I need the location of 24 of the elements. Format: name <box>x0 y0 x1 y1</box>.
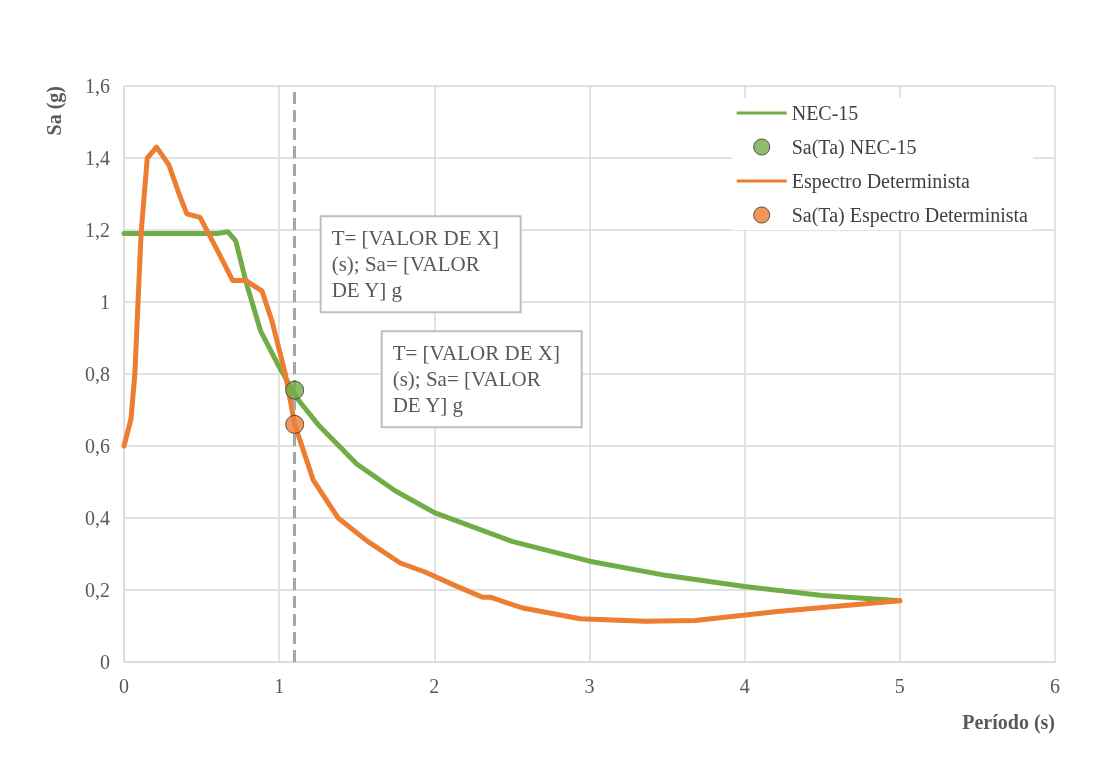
legend-label: Espectro Determinista <box>791 170 971 193</box>
y-tick-label: 0 <box>100 651 110 673</box>
y-tick-label: 0,4 <box>85 507 110 529</box>
x-tick-label: 6 <box>1050 675 1060 697</box>
legend-label: Sa(Ta) Espectro Determinista <box>791 204 1029 227</box>
y-tick-label: 1,2 <box>85 219 110 241</box>
y-tick-label: 0,6 <box>85 435 110 457</box>
x-tick-label: 3 <box>584 675 595 697</box>
y-tick-label: 0,2 <box>85 579 110 601</box>
legend-label: Sa(Ta) NEC-15 <box>791 136 917 159</box>
y-tick-label: 1,6 <box>85 75 110 97</box>
annotation: T= [VALOR DE X] (s); Sa= [VALOR DE Y] g <box>331 226 505 303</box>
x-tick-label: 5 <box>894 675 905 697</box>
y-axis-title: Sa (g) <box>43 86 66 136</box>
y-tick-label: 0,8 <box>85 363 110 385</box>
x-tick-label: 0 <box>119 675 129 697</box>
y-tick-label: 1,4 <box>85 147 110 169</box>
legend-label: NEC-15 <box>791 102 859 124</box>
x-tick-label: 1 <box>274 675 285 697</box>
y-tick-label: 1 <box>100 291 110 313</box>
x-tick-label: 4 <box>739 675 750 697</box>
x-axis-title: Período (s) <box>962 711 1055 734</box>
annotation: T= [VALOR DE X] (s); Sa= [VALOR DE Y] g <box>392 341 566 418</box>
x-tick-label: 2 <box>429 675 440 697</box>
